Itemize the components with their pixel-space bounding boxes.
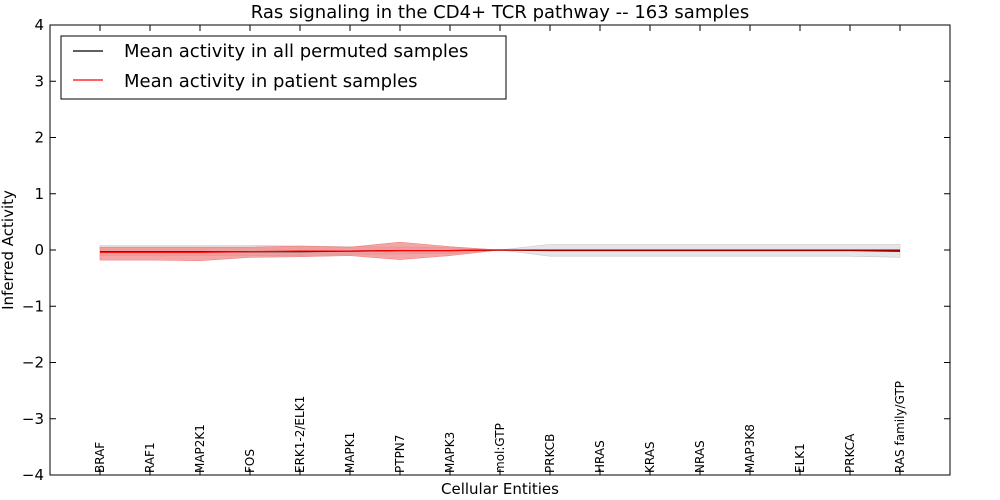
legend-box [60, 35, 507, 100]
x-tick-label: mol:GTP [493, 423, 507, 473]
legend-label-patient: Mean activity in patient samples [124, 71, 418, 92]
x-tick-label: RAF1 [143, 442, 157, 473]
x-tick-label: MAPK1 [343, 432, 357, 473]
x-axis-label: Cellular Entities [441, 480, 559, 498]
y-tick-label: 1 [34, 185, 44, 203]
x-tick-label: MAPK3 [443, 432, 457, 473]
y-tick-label: −4 [22, 466, 44, 484]
x-tick-label: BRAF [93, 442, 107, 473]
y-tick-label: −2 [22, 354, 44, 372]
legend-label-permuted: Mean activity in all permuted samples [124, 41, 468, 62]
x-tick-label: NRAS [693, 440, 707, 473]
series-line-1 [100, 249, 900, 253]
y-tick-label: 0 [34, 241, 44, 259]
x-tick-label: PRKCA [843, 433, 857, 473]
plot-frame [49, 24, 951, 476]
x-tick-label: KRAS [643, 441, 657, 473]
x-tick-label: PTPN7 [393, 435, 407, 473]
x-tick-label: ELK1 [793, 443, 807, 473]
x-tick-label: FOS [243, 449, 257, 473]
y-tick-label: 4 [34, 16, 44, 34]
x-tick-label: RAS family/GTP [893, 381, 907, 473]
y-tick-label: 2 [34, 129, 44, 147]
y-tick-label: −1 [22, 297, 44, 315]
y-tick-label: −3 [22, 410, 44, 428]
legend: Mean activity in all permuted samples Me… [60, 35, 507, 100]
y-tick-label: 3 [34, 72, 44, 90]
x-tick-label: MAP2K1 [193, 424, 207, 473]
x-tick-label: MAP3K8 [743, 424, 757, 473]
x-tick-label: HRAS [593, 440, 607, 473]
chart-title: Ras signaling in the CD4+ TCR pathway --… [251, 2, 750, 23]
x-tick-label: PRKCB [543, 434, 557, 473]
y-axis-label: Inferred Activity [0, 190, 17, 310]
x-tick-label: ERK1-2/ELK1 [293, 396, 307, 473]
